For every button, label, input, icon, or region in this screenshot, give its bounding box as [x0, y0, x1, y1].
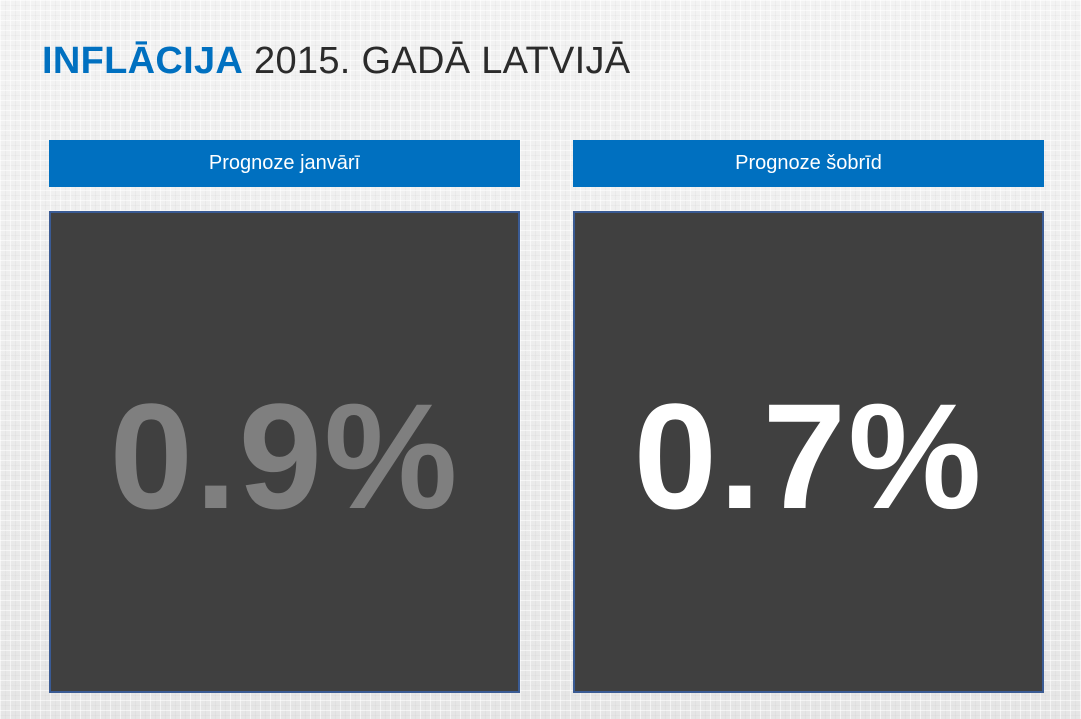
forecast-current-panel: 0.7%	[573, 211, 1044, 693]
forecast-january-panel: 0.9%	[49, 211, 520, 693]
forecast-current-label: Prognoze šobrīd	[573, 140, 1044, 187]
forecast-january-value: 0.9%	[109, 372, 460, 540]
title-accent: INFLĀCIJA	[42, 40, 244, 82]
slide-title: INFLĀCIJA 2015. GADĀ LATVIJĀ	[42, 38, 630, 84]
forecast-january-label: Prognoze janvārī	[49, 140, 520, 187]
title-rest: 2015. GADĀ LATVIJĀ	[254, 40, 631, 82]
forecast-current-value: 0.7%	[633, 372, 984, 540]
